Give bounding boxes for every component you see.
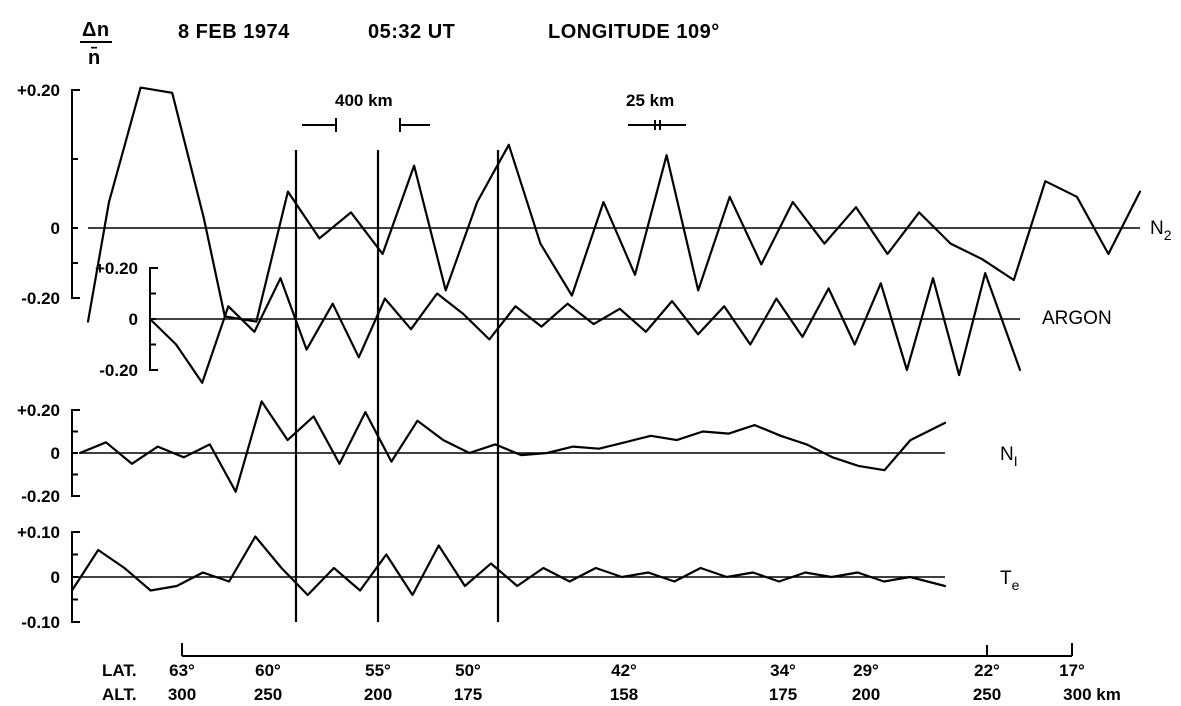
series-label-ni: NI [1000, 444, 1018, 469]
alt-tick-label: 200 [364, 685, 392, 704]
alt-tick-label: 250 [973, 685, 1001, 704]
y-axis [71, 89, 80, 299]
lat-tick-label: 55° [365, 661, 391, 680]
y-tick-label: -0.20 [21, 487, 60, 506]
scale-bar-25km: 25 km [626, 91, 686, 130]
panel-argon: +0.20 0 -0.20 ARGON [95, 259, 1112, 384]
alt-tick-label: 250 [254, 685, 282, 704]
y-tick-label: +0.10 [17, 523, 60, 542]
lat-ticks: 63° 60° 55° 50° 42° 34° 29° 22° 17° [169, 661, 1085, 680]
y-tick-label: 0 [51, 219, 60, 238]
lat-tick-label: 50° [455, 661, 481, 680]
chart-date: 8 FEB 1974 [178, 21, 290, 43]
chart-time: 05:32 UT [368, 21, 455, 43]
lat-tick-label: 29° [853, 661, 879, 680]
y-tick-label: -0.20 [21, 289, 60, 308]
bottom-axis: LAT. ALT. 63° 60° 55° 50° 42° 34° 29° 22° 17° 30… [102, 643, 1121, 704]
alt-tick-label: 200 [852, 685, 880, 704]
lat-tick-label: 60° [255, 661, 281, 680]
panels: +0.20 0 -0.20 N2 +0.20 0 -0.20 ARGON +0.20 0 -0.20… [17, 81, 1172, 632]
lat-tick-label: 22° [974, 661, 1000, 680]
vertical-markers [294, 150, 500, 622]
series-line-ni [78, 400, 947, 493]
series-label-argon: ARGON [1042, 308, 1112, 329]
y-tick-label: -0.20 [99, 361, 138, 380]
lat-tick-label: 17° [1059, 661, 1085, 680]
lat-axis-label: LAT. [102, 661, 137, 680]
lat-tick-label: 63° [169, 661, 195, 680]
y-tick-label: 0 [51, 568, 60, 587]
series-label-n2: N2 [1150, 218, 1172, 243]
series-line-te [70, 535, 947, 597]
alt-tick-label: 300 [168, 685, 196, 704]
y-tick-label: 0 [129, 310, 138, 329]
panel-te: +0.10 0 -0.10 Te [17, 523, 1020, 632]
y-tick-label: +0.20 [95, 259, 138, 278]
chart-longitude: LONGITUDE 109° [548, 21, 720, 43]
scale-label-400km: 400 km [335, 91, 393, 110]
panel-ni: +0.20 0 -0.20 NI [17, 400, 1018, 506]
lat-tick-label: 34° [770, 661, 796, 680]
y-tick-label: 0 [51, 444, 60, 463]
ratio-denominator: n̄ [88, 47, 101, 69]
alt-tick-label: 175 [454, 685, 482, 704]
alt-axis-label: ALT. [102, 685, 137, 704]
ratio-numerator: Δn [82, 19, 110, 41]
series-line-n2 [86, 86, 1142, 323]
y-tick-label: -0.10 [21, 613, 60, 632]
alt-tick-label: 158 [610, 685, 638, 704]
header: Δn n̄ 8 FEB 1974 05:32 UT LONGITUDE 109° [80, 19, 720, 69]
series-line-argon [148, 272, 1022, 384]
y-tick-label: +0.20 [17, 401, 60, 420]
series-label-te: Te [1000, 568, 1020, 593]
y-tick-label: +0.20 [17, 81, 60, 100]
lat-tick-label: 42° [611, 661, 637, 680]
alt-tick-label: 175 [769, 685, 797, 704]
alt-tick-label: 300 km [1063, 685, 1121, 704]
scale-label-25km: 25 km [626, 91, 674, 110]
panel-n2: +0.20 0 -0.20 N2 [17, 81, 1172, 323]
scale-bar-400km: 400 km [302, 91, 430, 132]
alt-ticks: 300 250 200 175 158 175 200 250 300 km [168, 685, 1121, 704]
